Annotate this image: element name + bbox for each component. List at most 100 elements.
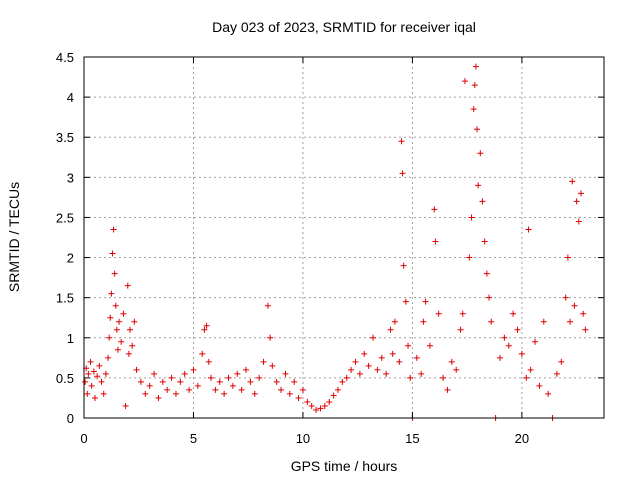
data-point bbox=[435, 310, 442, 317]
y-tick-label: 2.5 bbox=[56, 210, 74, 225]
y-tick-label: 3 bbox=[67, 170, 74, 185]
data-point bbox=[91, 394, 98, 401]
data-point bbox=[177, 378, 184, 385]
data-point bbox=[212, 386, 219, 393]
data-point bbox=[282, 370, 289, 377]
data-point bbox=[286, 390, 293, 397]
chart-title: Day 023 of 2023, SRMTID for receiver iqa… bbox=[212, 19, 476, 35]
data-point bbox=[107, 314, 114, 321]
data-point bbox=[569, 178, 576, 185]
data-point bbox=[181, 370, 188, 377]
grid bbox=[84, 57, 604, 418]
data-point bbox=[84, 390, 91, 397]
data-point bbox=[383, 370, 390, 377]
data-point bbox=[98, 378, 105, 385]
data-point bbox=[470, 106, 477, 113]
data-point bbox=[102, 370, 109, 377]
data-point bbox=[477, 150, 484, 157]
y-tick-label: 4 bbox=[67, 90, 74, 105]
data-point bbox=[116, 318, 123, 325]
data-point bbox=[510, 310, 517, 317]
data-point bbox=[431, 206, 438, 213]
data-point bbox=[120, 310, 127, 317]
data-point bbox=[273, 378, 280, 385]
data-point bbox=[238, 386, 245, 393]
data-point bbox=[580, 310, 587, 317]
data-point bbox=[207, 374, 214, 381]
data-point bbox=[308, 402, 315, 409]
data-point bbox=[571, 302, 578, 309]
data-point bbox=[501, 334, 508, 341]
data-point bbox=[396, 358, 403, 365]
data-point bbox=[168, 374, 175, 381]
data-point bbox=[387, 326, 394, 333]
data-point bbox=[109, 250, 116, 257]
y-tick-label: 0 bbox=[67, 411, 74, 426]
data-point bbox=[339, 378, 346, 385]
data-point bbox=[106, 334, 113, 341]
data-point bbox=[201, 326, 208, 333]
data-point bbox=[114, 346, 121, 353]
data-point bbox=[172, 390, 179, 397]
y-tick-label: 0.5 bbox=[56, 371, 74, 386]
data-point bbox=[194, 382, 201, 389]
data-point bbox=[313, 406, 320, 413]
data-point bbox=[88, 382, 95, 389]
data-point bbox=[251, 390, 258, 397]
x-tick-label: 20 bbox=[515, 431, 529, 446]
data-point bbox=[448, 358, 455, 365]
data-point bbox=[111, 270, 118, 277]
data-point bbox=[125, 350, 132, 357]
data-point bbox=[269, 362, 276, 369]
data-point bbox=[402, 298, 409, 305]
data-point bbox=[564, 254, 571, 261]
data-point bbox=[186, 386, 193, 393]
data-point bbox=[365, 362, 372, 369]
data-point bbox=[518, 350, 525, 357]
data-point bbox=[457, 326, 464, 333]
data-point bbox=[486, 294, 493, 301]
data-point bbox=[420, 318, 427, 325]
data-point bbox=[400, 262, 407, 269]
data-point bbox=[129, 342, 136, 349]
data-point bbox=[432, 238, 439, 245]
data-point bbox=[216, 378, 223, 385]
data-point bbox=[468, 214, 475, 221]
x-tick-label: 10 bbox=[296, 431, 310, 446]
data-point bbox=[540, 318, 547, 325]
data-point bbox=[122, 402, 129, 409]
data-point bbox=[85, 370, 92, 377]
y-tick-label: 1 bbox=[67, 331, 74, 346]
axis-ticks: 0 0.5 1 1.5 2 2.5 3 3.5 4 4.5 0 5 10 15 20 bbox=[56, 50, 604, 446]
data-point bbox=[558, 358, 565, 365]
data-point bbox=[203, 322, 210, 329]
data-point bbox=[199, 350, 206, 357]
data-point bbox=[525, 226, 532, 233]
data-point bbox=[278, 386, 285, 393]
x-tick-label: 0 bbox=[80, 431, 87, 446]
data-point bbox=[110, 226, 117, 233]
data-point bbox=[295, 394, 302, 401]
data-point bbox=[578, 190, 585, 197]
plot-frame bbox=[83, 56, 605, 419]
data-point bbox=[488, 318, 495, 325]
data-point bbox=[146, 382, 153, 389]
data-point bbox=[472, 63, 479, 70]
data-point bbox=[164, 386, 171, 393]
data-point bbox=[229, 382, 236, 389]
data-point bbox=[96, 362, 103, 369]
data-point bbox=[205, 358, 212, 365]
data-point bbox=[461, 78, 468, 85]
data-point bbox=[370, 334, 377, 341]
x-axis-label: GPS time / hours bbox=[291, 458, 398, 474]
data-point bbox=[356, 370, 363, 377]
data-point bbox=[348, 366, 355, 373]
data-point bbox=[453, 366, 460, 373]
data-point bbox=[260, 358, 267, 365]
data-point bbox=[398, 138, 405, 145]
data-point bbox=[142, 390, 149, 397]
y-axis-label: SRMTID / TECUs bbox=[6, 182, 22, 292]
data-point bbox=[108, 290, 115, 297]
data-point bbox=[527, 366, 534, 373]
